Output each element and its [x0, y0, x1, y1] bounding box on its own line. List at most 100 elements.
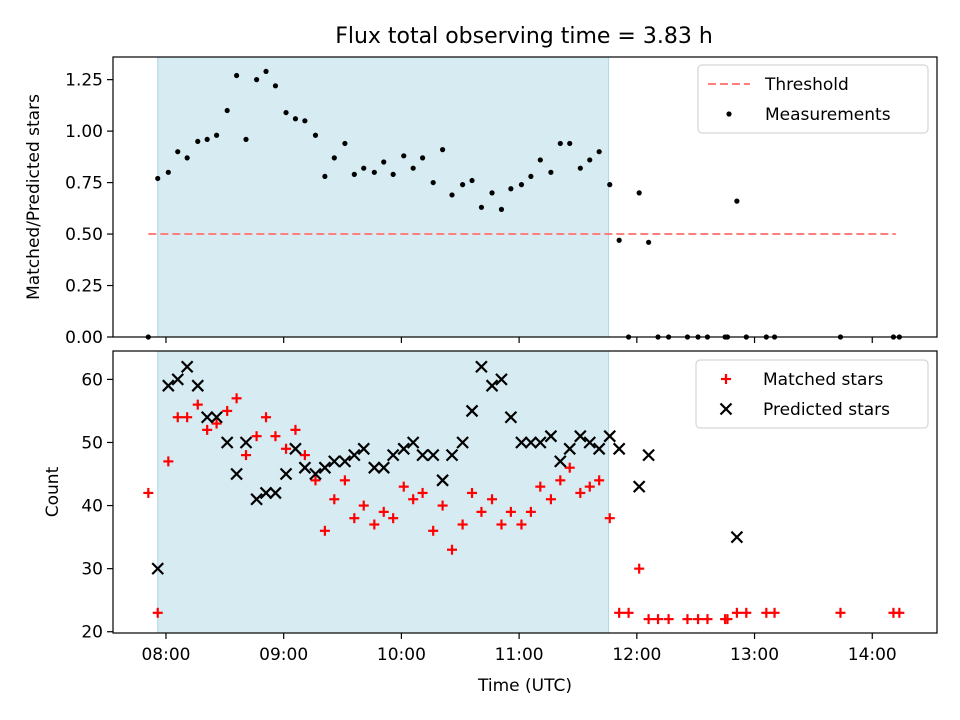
- predicted-star-point: [632, 480, 646, 493]
- predicted-star-point: [328, 455, 341, 468]
- predicted-star-point: [338, 455, 352, 468]
- measurement-point: [557, 140, 563, 147]
- matched-star-point: [270, 431, 281, 442]
- predicted-star-point: [368, 461, 381, 474]
- predicted-star-point: [180, 360, 194, 374]
- x-tick-label: 12:00: [612, 645, 661, 665]
- predicted-star-point: [220, 436, 234, 449]
- y-tick-label: 40: [81, 497, 103, 517]
- predicted-star-point: [426, 448, 440, 462]
- measurement-point: [331, 155, 337, 161]
- matched-star-point: [417, 487, 428, 498]
- legend-measurements-label: Measurements: [765, 105, 891, 125]
- matched-star-point: [476, 506, 487, 517]
- predicted-star-point: [377, 461, 391, 474]
- measurement-point: [440, 147, 446, 153]
- matched-star-point: [222, 405, 233, 416]
- shaded-span: [157, 351, 609, 633]
- matched-star-point: [310, 475, 321, 486]
- measurement-point: [302, 118, 308, 124]
- legend-threshold-label: Threshold: [764, 75, 849, 95]
- matched-star-point: [231, 393, 242, 404]
- matched-star-point: [388, 513, 399, 524]
- matched-star-point: [693, 614, 704, 625]
- predicted-star-point: [230, 467, 243, 481]
- predicted-star-point: [574, 429, 587, 443]
- predicted-star-point: [583, 436, 597, 449]
- predicted-star-point: [250, 492, 263, 506]
- matched-star-point: [702, 614, 713, 625]
- matched-star-point: [487, 494, 498, 505]
- matched-star-point: [299, 450, 310, 461]
- legend-predicted-swatch: [719, 402, 733, 416]
- measurement-point: [498, 206, 505, 212]
- measurement-point: [430, 179, 436, 186]
- matched-star-point: [682, 614, 693, 625]
- matched-star-point: [358, 500, 369, 511]
- matched-star-point: [614, 607, 625, 618]
- measurement-point: [410, 165, 416, 171]
- legend-matched-label: Matched stars: [763, 370, 883, 390]
- bottom-panel: 20 30 40 50 60 08:00 09:00 10:00 11:00 12:00 13:0…: [43, 350, 938, 696]
- measurement-point: [478, 204, 485, 210]
- matched-star-point: [575, 487, 586, 498]
- y-tick-label: 60: [81, 370, 103, 390]
- predicted-star-point: [318, 461, 332, 474]
- matched-star-point: [467, 487, 478, 498]
- predicted-star-point: [289, 442, 302, 456]
- measurement-point: [224, 107, 230, 114]
- measurement-point: [734, 198, 740, 204]
- y-tick-label: 0.25: [65, 277, 103, 297]
- x-tick-label: 14:00: [848, 645, 897, 665]
- bottom-y-ticks: 20 30 40 50 60: [81, 370, 113, 643]
- matched-star-point: [584, 481, 595, 492]
- measurement-point: [537, 157, 543, 163]
- matched-star-point: [182, 412, 193, 423]
- measurement-point: [254, 77, 260, 83]
- measurement-point: [636, 190, 642, 196]
- predicted-star-point: [386, 448, 400, 462]
- predicted-star-point: [348, 448, 361, 462]
- predicted-star-point: [309, 467, 322, 481]
- matched-star-point: [564, 462, 575, 473]
- x-tick-label: 13:00: [730, 645, 779, 665]
- matched-star-point: [339, 475, 350, 486]
- top-legend: Threshold Measurements: [697, 64, 929, 134]
- legend-box: [695, 359, 929, 429]
- matched-star-point: [505, 506, 516, 517]
- predicted-star-point: [416, 448, 429, 462]
- matched-star-point: [211, 418, 222, 429]
- x-tick-label: 10:00: [377, 645, 426, 665]
- matched-star-point: [643, 614, 654, 625]
- matched-star-point: [349, 513, 360, 524]
- observing-span-bottom: [157, 351, 610, 633]
- measurement-point: [390, 171, 396, 177]
- y-tick-label: 20: [81, 623, 103, 643]
- predicted-star-point: [485, 379, 499, 392]
- matched-star-point: [835, 607, 846, 618]
- bottom-legend: Matched stars Predicted stars: [695, 359, 929, 429]
- matched-star-point: [604, 513, 615, 524]
- bottom-y-axis-label: Count: [43, 466, 63, 517]
- predicted-star-point: [475, 360, 488, 374]
- measurement-point: [596, 149, 602, 155]
- predicted-star-point: [515, 436, 528, 449]
- measurement-point: [312, 132, 319, 138]
- y-tick-label: 0.75: [65, 174, 103, 194]
- predicted-star-point: [554, 455, 567, 468]
- measurement-point: [361, 165, 367, 171]
- measurement-point: [292, 116, 299, 122]
- matched-star-point: [378, 506, 389, 517]
- predicted-star-point: [406, 436, 420, 449]
- predicted-star-point: [191, 379, 205, 392]
- matched-star-point: [398, 481, 409, 492]
- matched-star-point: [496, 519, 507, 530]
- top-y-axis-label: Matched/Predicted stars: [24, 94, 44, 300]
- measurement-point: [419, 155, 426, 161]
- predicted-star-point: [544, 429, 558, 443]
- predicted-star-point: [504, 410, 518, 424]
- predicted-star-point: [357, 442, 371, 456]
- measurement-point: [263, 68, 269, 75]
- predicted-star-point: [456, 436, 469, 449]
- matched-star-point: [290, 424, 301, 435]
